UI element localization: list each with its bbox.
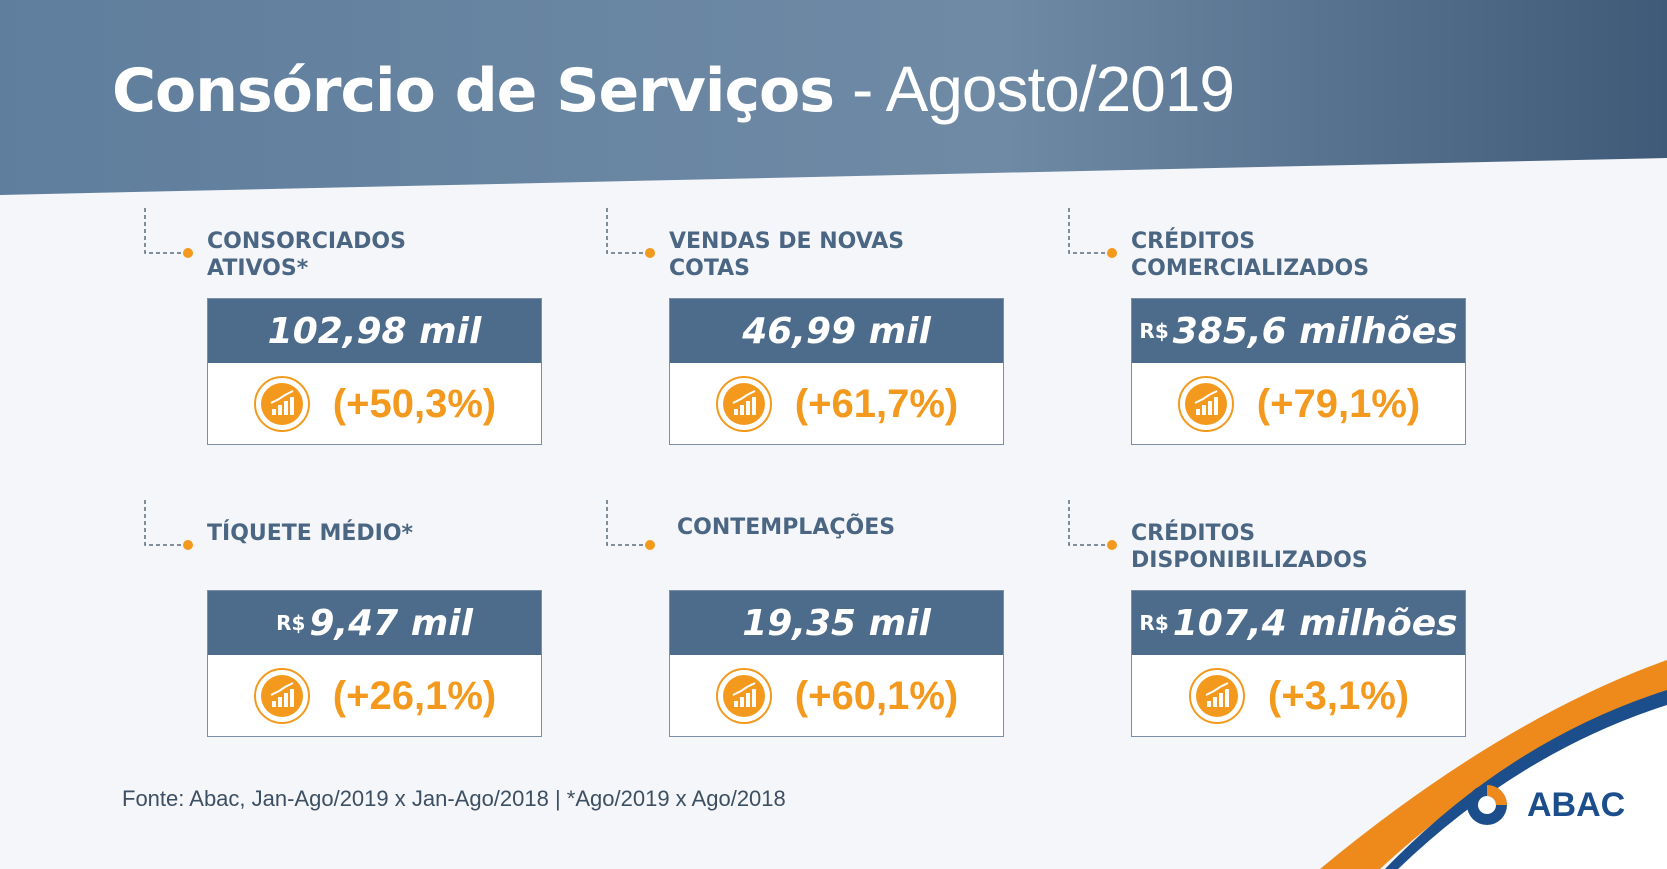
connector [606, 500, 655, 550]
stat-card: 46,99 mil (+61,7%) [669, 298, 1004, 445]
stat-card: 102,98 mil (+50,3%) [207, 298, 542, 445]
connector [606, 208, 655, 258]
stat-change-row: (+50,3%) [208, 363, 541, 445]
card-label: TÍQUETE MÉDIO* [207, 521, 414, 546]
card-label: CONSORCIADOS ATIVOS* [207, 229, 406, 281]
stat-value: 102,98 mil [267, 310, 482, 352]
growth-icon [715, 668, 772, 724]
card-label: VENDAS DE NOVAS COTAS [669, 229, 905, 281]
stat-card: 19,35 mil (+60,1%) [669, 590, 1004, 737]
stat-value: 46,99 mil [742, 310, 931, 352]
growth-icon [1177, 376, 1234, 432]
title-period: - Agosto/2019 [852, 53, 1235, 125]
connector [144, 500, 193, 550]
stat-card: R$ 385,6 milhões (+79,1%) [1131, 298, 1466, 445]
stat-change: (+50,3%) [332, 381, 497, 426]
stat-change-row: (+60,1%) [670, 655, 1003, 737]
growth-icon [715, 376, 772, 432]
title-main: Consórcio de Serviços [112, 56, 835, 126]
stat-change: (+60,1%) [794, 673, 959, 718]
stat-change-row: (+3,1%) [1132, 655, 1465, 737]
stat-change: (+26,1%) [332, 673, 497, 718]
growth-icon [253, 668, 310, 724]
currency: R$ [1139, 611, 1169, 635]
stat-value: 19,35 mil [742, 602, 931, 644]
currency: R$ [276, 611, 306, 635]
growth-icon [253, 376, 310, 432]
stat-change-row: (+26,1%) [208, 655, 541, 737]
title: Consórcio de Serviços - Agosto/2019 [112, 52, 1235, 126]
stat-value-bar: 46,99 mil [670, 299, 1003, 363]
stat-change: (+61,7%) [794, 381, 959, 426]
card-label: CRÉDITOS DISPONIBILIZADOS [1131, 521, 1368, 573]
stat-change: (+79,1%) [1256, 381, 1421, 426]
stat-value-bar: R$ 385,6 milhões [1132, 299, 1465, 363]
stat-value: 107,4 milhões [1172, 602, 1458, 644]
connector [1068, 208, 1117, 258]
stat-value: 9,47 mil [309, 602, 473, 644]
stat-value-bar: R$ 9,47 mil [208, 591, 541, 655]
card-label: CRÉDITOS COMERCIALIZADOS [1131, 229, 1370, 281]
stat-change-row: (+61,7%) [670, 363, 1003, 445]
logo: ABAC [1527, 786, 1626, 824]
connector [144, 208, 193, 258]
card-label: CONTEMPLAÇÕES [677, 515, 896, 540]
stat-value-bar: 102,98 mil [208, 299, 541, 363]
stat-value: 385,6 milhões [1172, 310, 1458, 352]
connector [1068, 500, 1117, 550]
stat-change: (+3,1%) [1267, 673, 1410, 718]
stat-value-bar: R$ 107,4 milhões [1132, 591, 1465, 655]
currency: R$ [1139, 319, 1169, 343]
source-note: Fonte: Abac, Jan-Ago/2019 x Jan-Ago/2018… [122, 786, 786, 811]
stat-card: R$ 9,47 mil (+26,1%) [207, 590, 542, 737]
stat-card: R$ 107,4 milhões (+3,1%) [1131, 590, 1466, 737]
growth-icon [1188, 668, 1245, 724]
stat-value-bar: 19,35 mil [670, 591, 1003, 655]
stat-change-row: (+79,1%) [1132, 363, 1465, 445]
